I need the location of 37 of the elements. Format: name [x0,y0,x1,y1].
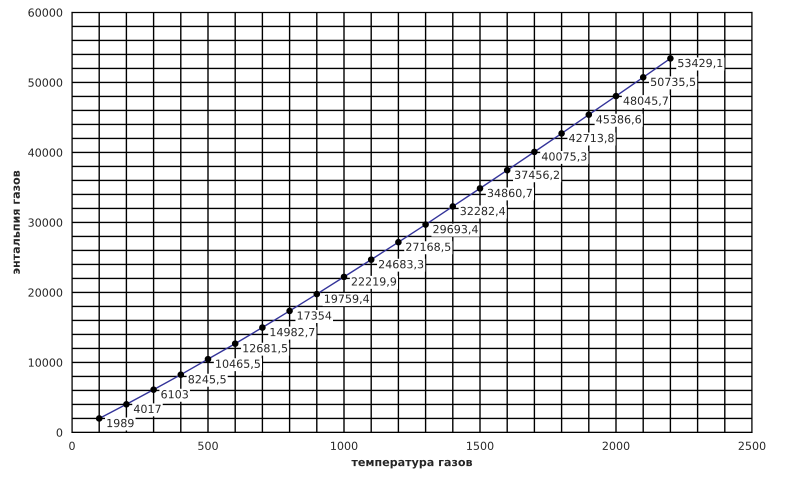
y-tick-label: 40000 [28,148,62,157]
y-tick-label: 20000 [28,288,62,297]
x-tick-label: 1000 [331,442,358,450]
x-tick-label: 500 [198,442,218,450]
data-label: 19759,4 [324,294,370,304]
data-label: 40075,3 [542,152,586,162]
data-label: 48045,7 [623,96,668,106]
data-label: 37456,2 [514,170,559,180]
data-label: 1989 [107,418,134,428]
y-tick-label: 60000 [28,8,62,17]
data-label: 17354 [298,311,332,320]
data-label: 8245,5 [188,375,226,385]
data-label: 50735,5 [651,78,696,88]
x-tick-label: 0 [69,442,75,450]
data-label: 53429,1 [678,58,722,68]
x-tick-label: 1500 [467,442,494,450]
data-label: 34860,7 [488,188,532,198]
data-label: 22219,9 [352,277,396,287]
y-axis-title: энтальпия газов [14,170,20,274]
data-label: 10465,5 [216,360,260,370]
y-tick-label: 30000 [28,218,62,227]
data-label: 6103 [161,390,188,398]
data-label: 32282,4 [460,206,506,216]
y-tick-label: 0 [56,428,62,437]
x-axis-title: температура газов [351,460,472,468]
x-tick-label: 2500 [738,442,766,450]
data-label: 27168,5 [406,242,450,252]
data-label: 42713,8 [569,134,614,144]
data-label: 45386,6 [596,115,641,125]
data-label: 12681,5 [243,344,288,354]
y-tick-label: 50000 [28,78,62,87]
x-tick-label: 2000 [602,442,630,450]
data-label: 29693,4 [433,224,478,234]
data-label: 24683,3 [378,260,424,270]
data-label: 14982,7 [270,328,314,338]
data-label: 4017 [134,404,161,414]
y-tick-label: 10000 [28,358,62,367]
